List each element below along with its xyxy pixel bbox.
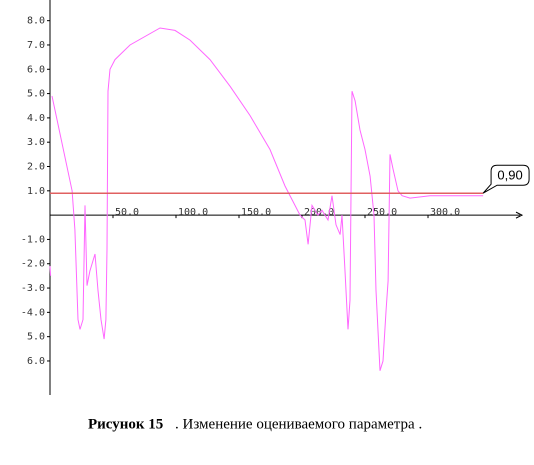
x-tick-label: 150.0: [241, 207, 271, 218]
caption-text: . Изменение оцениваемого параметра .: [175, 416, 422, 432]
x-tick-label: 250.0: [367, 207, 397, 218]
x-axis-arrow: [515, 211, 524, 219]
x-tick-label: 100.0: [178, 207, 208, 218]
x-tick-label: 50.0: [115, 207, 139, 218]
y-tick-label: 6.0: [27, 64, 45, 75]
y-tick-label: 3.0: [27, 137, 45, 148]
y-tick-label: 1.0: [27, 186, 45, 197]
y-tick-label: 5.0: [27, 332, 45, 343]
y-tick-label: 7.0: [27, 40, 45, 51]
y-tick-label: -4.0: [21, 307, 45, 318]
caption-label: Рисунок 15: [88, 416, 163, 432]
threshold-label: 0,90: [497, 168, 522, 183]
y-tick-label: -2.0: [21, 259, 45, 270]
y-tick-label: 8.0: [27, 16, 45, 27]
x-tick-label: 300.0: [430, 207, 460, 218]
data-line: [49, 27, 484, 371]
callout-box: [482, 164, 530, 194]
y-tick-label: 5.0: [27, 89, 45, 100]
y-tick-label: 4.0: [27, 113, 45, 124]
y-tick-label: -1.0: [21, 234, 45, 245]
y-tick-label: -3.0: [21, 283, 45, 294]
x-tick-label: 200.0: [304, 207, 334, 218]
y-tick-label: 2.0: [27, 162, 45, 173]
y-tick-label: 6.0: [27, 356, 45, 367]
